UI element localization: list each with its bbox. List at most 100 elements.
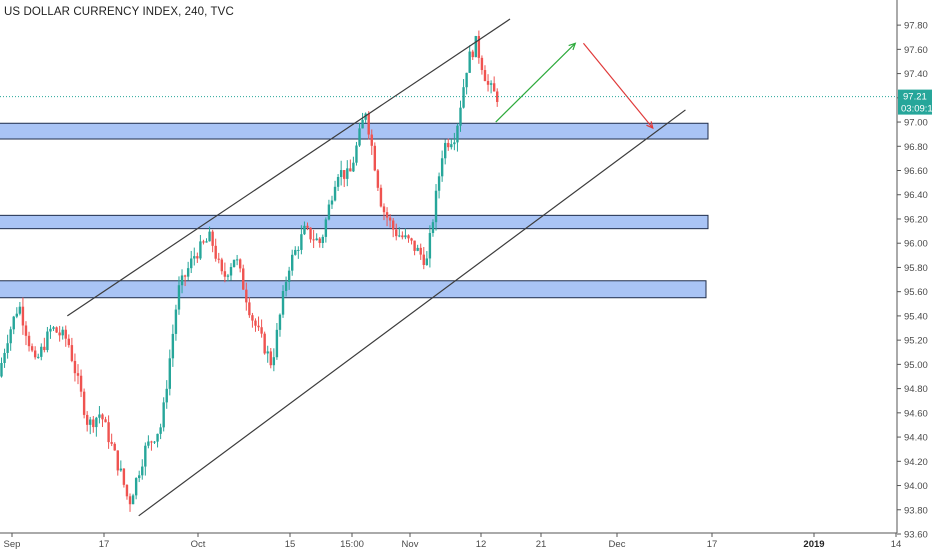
candle — [180, 275, 184, 286]
candle — [391, 220, 395, 230]
candle — [456, 125, 459, 143]
candle — [98, 414, 101, 418]
candle — [190, 258, 193, 269]
candle — [376, 170, 380, 188]
x-tick-label: 15 — [285, 539, 296, 550]
chart-title: US DOLLAR CURRENCY INDEX, 240, TVC — [4, 6, 234, 18]
candle — [107, 422, 110, 443]
candle — [128, 496, 132, 505]
candle — [58, 332, 61, 336]
candle — [330, 200, 334, 205]
candle — [263, 333, 266, 354]
projection-arrow-up[interactable] — [495, 42, 576, 123]
candle — [465, 72, 468, 88]
candle — [0, 362, 3, 377]
candle — [214, 245, 217, 259]
candle — [33, 350, 37, 358]
candle — [119, 468, 123, 471]
candle — [269, 351, 272, 366]
candle — [196, 256, 199, 259]
y-tick-label: 95.20 — [904, 336, 928, 347]
candle — [401, 235, 404, 238]
candle — [404, 235, 407, 238]
candle — [388, 217, 392, 221]
candle — [232, 259, 236, 268]
candle — [462, 87, 465, 108]
candle — [315, 238, 318, 241]
x-tick-label: Nov — [402, 539, 419, 550]
candle — [352, 162, 355, 172]
last-price-value: 97.21 — [903, 92, 927, 103]
candle — [447, 142, 450, 148]
candle — [171, 333, 175, 359]
candle — [471, 51, 474, 58]
candle — [459, 107, 462, 126]
candle — [284, 281, 288, 292]
candle — [92, 419, 95, 428]
y-tick-label: 96.40 — [904, 190, 928, 201]
candle — [266, 351, 269, 354]
candle — [125, 484, 129, 497]
candle — [162, 402, 165, 428]
candle — [379, 187, 383, 207]
candle — [27, 335, 31, 347]
candle — [281, 291, 285, 315]
candle — [183, 275, 187, 277]
candle — [85, 414, 89, 425]
candle — [193, 256, 196, 259]
channel-trend-line[interactable] — [138, 109, 686, 517]
y-tick-label: 95.60 — [904, 287, 928, 298]
candle — [147, 441, 150, 446]
candle — [49, 328, 52, 332]
candle — [238, 259, 242, 269]
candle — [312, 239, 315, 241]
candle — [272, 357, 276, 366]
candle — [220, 259, 224, 272]
candle — [251, 315, 254, 321]
candle — [336, 177, 340, 187]
candle — [6, 343, 9, 353]
candle — [306, 225, 309, 228]
y-tick-label: 94.00 — [904, 481, 928, 492]
y-tick-label: 93.80 — [904, 505, 928, 516]
candle — [141, 466, 144, 476]
candle — [413, 240, 416, 251]
y-tick-label: 97.80 — [904, 21, 928, 32]
x-tick-label: 14 — [891, 539, 902, 550]
support-resistance-zone[interactable] — [0, 280, 707, 299]
candle — [202, 241, 205, 243]
y-tick-label: 94.60 — [904, 408, 928, 419]
candle — [122, 468, 126, 485]
y-tick-label: 96.60 — [904, 166, 928, 177]
candle — [168, 358, 171, 389]
candle — [21, 306, 25, 326]
candle — [489, 83, 493, 85]
candle — [453, 142, 456, 145]
candle — [52, 327, 55, 329]
candle — [410, 238, 413, 241]
candle — [257, 325, 260, 328]
candle — [318, 238, 321, 243]
support-resistance-zone[interactable] — [0, 122, 709, 140]
candle — [9, 329, 12, 344]
x-tick-label: 17 — [99, 539, 110, 550]
candle — [55, 327, 58, 333]
candle — [242, 268, 245, 290]
candle — [95, 417, 98, 428]
support-resistance-zone[interactable] — [0, 214, 709, 230]
candle — [110, 442, 113, 444]
projection-arrow-down[interactable] — [582, 42, 654, 129]
candle — [223, 271, 227, 277]
bar-countdown: 03:09:1 — [901, 104, 932, 115]
candle — [416, 247, 419, 251]
candle — [398, 235, 401, 237]
x-tick-label: 12 — [476, 539, 487, 550]
candle — [46, 331, 49, 351]
candle — [444, 142, 447, 159]
candle — [3, 352, 6, 363]
channel-trend-line[interactable] — [66, 18, 511, 317]
x-tick-label: 15:00 — [340, 539, 364, 550]
y-tick-label: 93.60 — [904, 530, 928, 541]
candle — [483, 70, 487, 82]
